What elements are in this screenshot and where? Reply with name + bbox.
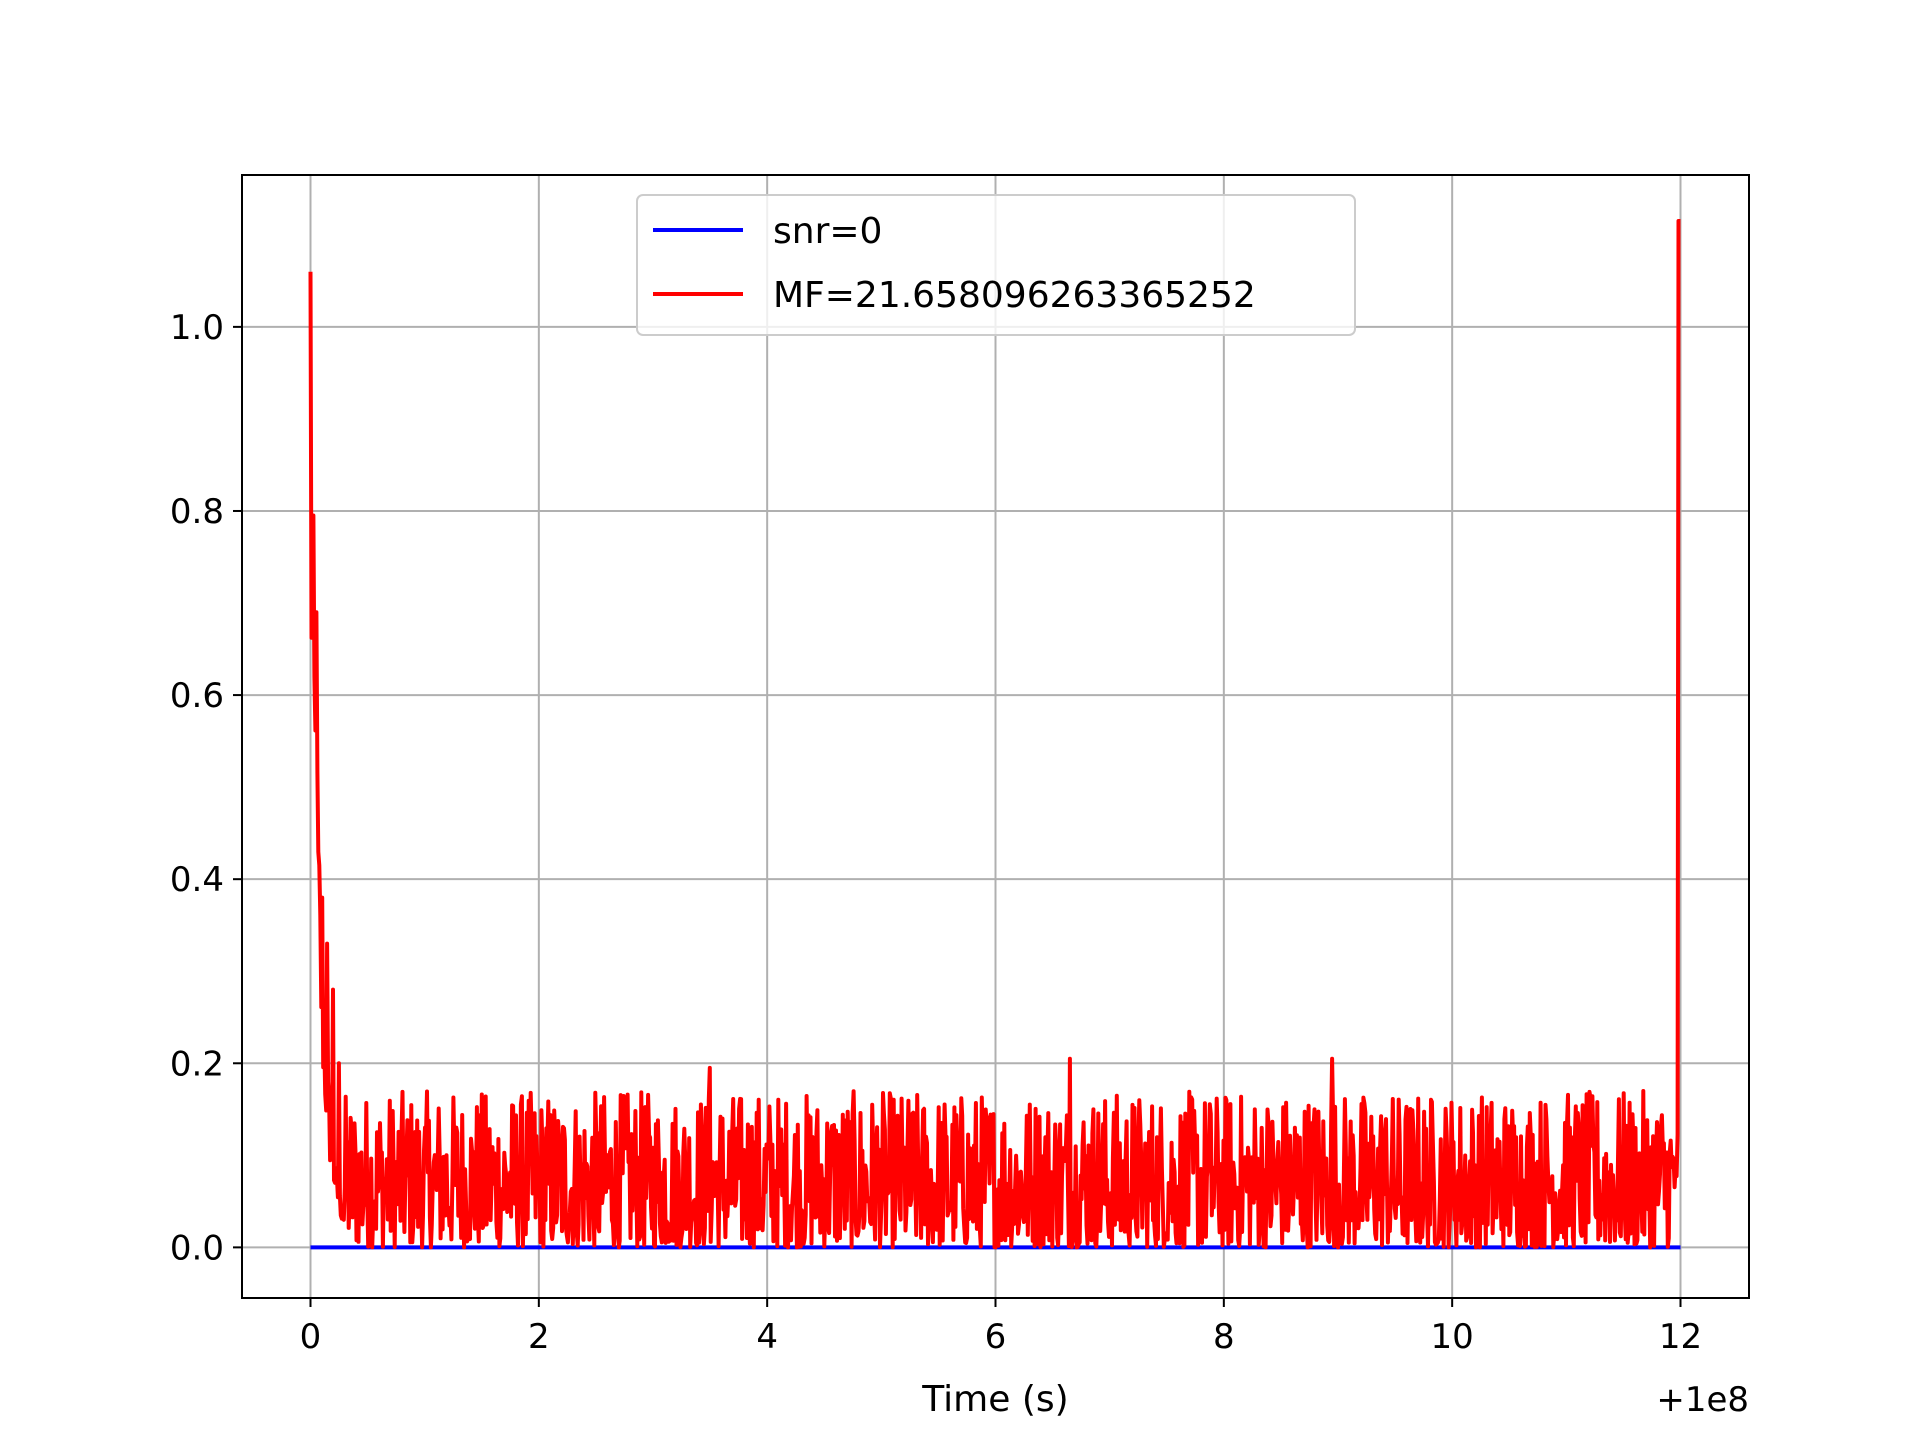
- legend-label-snr: snr=0: [773, 211, 882, 252]
- ticks: 0 2 4 6 8 10 12 0.0 0.2 0.4 0.6 0.8 1.0: [170, 308, 1702, 1357]
- series-line-mf: [308, 219, 1682, 1250]
- legend-label-mf: MF=21.658096263365252: [773, 275, 1256, 316]
- y-tick-label: 0.4: [170, 860, 224, 900]
- x-tick-label: 2: [528, 1317, 550, 1357]
- x-tick-label: 12: [1659, 1317, 1702, 1357]
- x-tick-label: 6: [985, 1317, 1007, 1357]
- y-tick-label: 0.2: [170, 1044, 224, 1084]
- x-tick-label: 4: [756, 1317, 778, 1357]
- y-tick-label: 0.6: [170, 676, 224, 716]
- legend-box: [636, 194, 1356, 336]
- x-tick-label: 0: [300, 1317, 322, 1357]
- y-tick-label: 0.0: [170, 1228, 224, 1268]
- x-tick-label: 8: [1213, 1317, 1235, 1357]
- legend: snr=0 MF=21.658096263365252: [636, 194, 1356, 336]
- x-axis-title: Time (s): [921, 1379, 1068, 1420]
- series-layer: [308, 219, 1682, 1250]
- x-axis-offset-label: +1e8: [1656, 1380, 1749, 1420]
- x-tick-label: 10: [1431, 1317, 1474, 1357]
- y-tick-label: 0.8: [170, 492, 224, 532]
- y-tick-label: 1.0: [170, 308, 224, 348]
